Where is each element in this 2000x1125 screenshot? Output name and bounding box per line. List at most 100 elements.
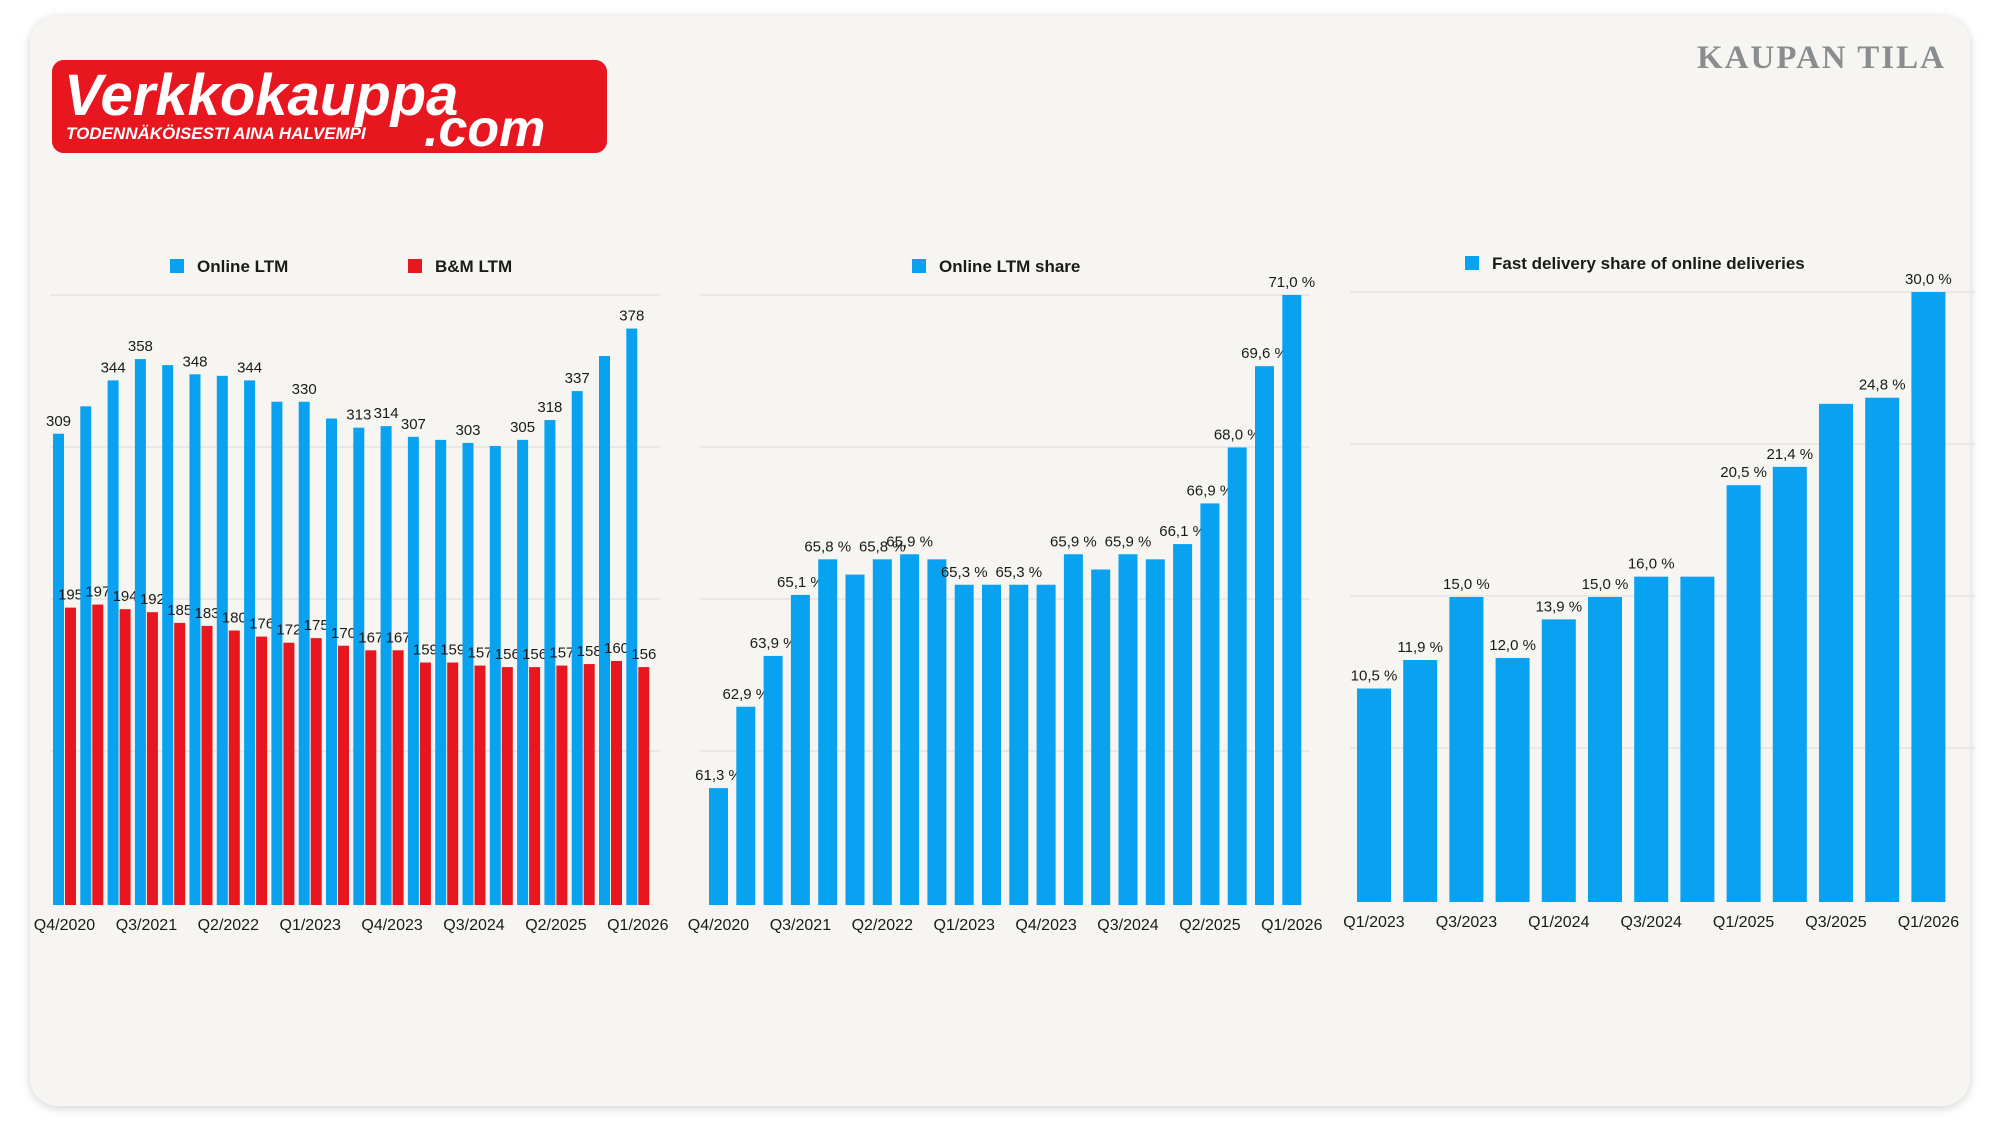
bar-b-m-ltm bbox=[419, 662, 431, 905]
bar-online-ltm-share bbox=[954, 584, 974, 905]
data-label: 194 bbox=[113, 588, 138, 605]
bar-fast-delivery-share-of-online-deliveries bbox=[1911, 292, 1946, 902]
data-label: 314 bbox=[374, 405, 399, 422]
x-tick-label: Q1/2026 bbox=[607, 917, 668, 934]
bar-fast-delivery-share-of-online-deliveries bbox=[1449, 597, 1484, 902]
logo-domain: .com bbox=[424, 100, 545, 153]
bar-online-ltm bbox=[462, 442, 474, 905]
data-label: 65,8 % bbox=[804, 538, 851, 555]
data-label: 65,9 % bbox=[1050, 533, 1097, 550]
logo-brand: Verkkokauppa bbox=[64, 63, 458, 128]
data-label: 192 bbox=[140, 591, 165, 608]
legend-label: Online LTM bbox=[197, 257, 288, 276]
bar-fast-delivery-share-of-online-deliveries bbox=[1772, 466, 1807, 902]
data-label: 307 bbox=[401, 416, 426, 433]
bar-online-ltm bbox=[544, 420, 556, 905]
bar-b-m-ltm bbox=[611, 661, 622, 905]
bar-b-m-ltm bbox=[119, 609, 131, 905]
bar-online-ltm bbox=[80, 406, 92, 905]
bar-online-ltm-share bbox=[736, 706, 756, 905]
bar-b-m-ltm bbox=[310, 638, 322, 905]
data-label: 15,0 % bbox=[1582, 576, 1629, 593]
bar-online-ltm-share bbox=[900, 554, 920, 905]
x-tick-label: Q3/2024 bbox=[1097, 917, 1158, 934]
legend-label: B&M LTM bbox=[435, 257, 512, 276]
bar-online-ltm bbox=[626, 328, 638, 905]
data-label: 305 bbox=[510, 419, 535, 436]
data-label: 62,9 % bbox=[722, 686, 769, 703]
bar-b-m-ltm bbox=[146, 612, 158, 905]
data-label: 348 bbox=[182, 353, 207, 370]
data-label: 313 bbox=[346, 407, 371, 424]
bar-b-m-ltm bbox=[65, 607, 76, 905]
x-tick-label: Q3/2021 bbox=[770, 917, 831, 934]
x-tick-label: Q1/2023 bbox=[934, 917, 995, 934]
bar-online-ltm-share bbox=[1118, 554, 1138, 905]
data-label: 65,1 % bbox=[777, 574, 824, 591]
bar-online-ltm bbox=[298, 401, 310, 905]
data-label: 20,5 % bbox=[1720, 464, 1767, 481]
x-tick-label: Q1/2026 bbox=[1898, 914, 1959, 931]
data-label: 158 bbox=[577, 643, 602, 660]
bar-online-ltm-share bbox=[872, 559, 892, 905]
data-label: 175 bbox=[304, 617, 329, 634]
x-tick-label: Q1/2025 bbox=[1713, 914, 1774, 931]
bar-online-ltm bbox=[216, 375, 228, 905]
data-label: 185 bbox=[167, 602, 192, 619]
data-label: 11,9 % bbox=[1397, 639, 1443, 656]
data-label: 63,9 % bbox=[750, 635, 797, 652]
bar-fast-delivery-share-of-online-deliveries bbox=[1357, 688, 1391, 902]
bar-online-ltm-share bbox=[1200, 503, 1220, 905]
x-tick-label: Q1/2023 bbox=[280, 917, 341, 934]
bar-fast-delivery-share-of-online-deliveries bbox=[1680, 576, 1715, 902]
data-label: 21,4 % bbox=[1766, 446, 1813, 463]
bar-online-ltm bbox=[380, 426, 392, 905]
bar-online-ltm-share bbox=[1063, 554, 1083, 905]
bar-online-ltm-share bbox=[1227, 447, 1247, 905]
bar-online-ltm bbox=[189, 374, 201, 905]
data-label: 157 bbox=[467, 645, 492, 662]
bar-online-ltm bbox=[407, 436, 419, 905]
bar-b-m-ltm bbox=[92, 604, 104, 905]
data-label: 15,0 % bbox=[1443, 576, 1490, 593]
bar-online-ltm bbox=[244, 380, 256, 905]
x-tick-label: Q3/2023 bbox=[1436, 914, 1497, 931]
bar-b-m-ltm bbox=[228, 630, 240, 905]
bar-online-ltm bbox=[517, 439, 529, 905]
bar-online-ltm-share bbox=[709, 788, 728, 905]
bar-b-m-ltm bbox=[392, 650, 404, 905]
data-label: 66,9 % bbox=[1187, 482, 1234, 499]
data-label: 303 bbox=[455, 422, 480, 439]
x-tick-label: Q2/2025 bbox=[525, 917, 586, 934]
bar-b-m-ltm bbox=[529, 667, 541, 905]
x-tick-label: Q1/2024 bbox=[1528, 914, 1589, 931]
data-label: 66,1 % bbox=[1159, 523, 1206, 540]
bar-online-ltm-share bbox=[1009, 584, 1029, 905]
x-tick-label: Q2/2022 bbox=[852, 917, 913, 934]
bar-online-ltm-share bbox=[790, 594, 810, 905]
data-label: 65,9 % bbox=[1105, 533, 1152, 550]
x-tick-label: Q3/2025 bbox=[1805, 914, 1866, 931]
x-tick-label: Q3/2021 bbox=[116, 917, 177, 934]
data-label: 167 bbox=[386, 629, 411, 646]
data-label: 157 bbox=[549, 645, 574, 662]
bar-online-ltm-share bbox=[982, 584, 1001, 905]
data-label: 337 bbox=[565, 370, 590, 387]
data-label: 159 bbox=[440, 642, 465, 659]
bar-b-m-ltm bbox=[447, 662, 459, 905]
bar-online-ltm bbox=[107, 380, 119, 905]
data-label: 156 bbox=[495, 646, 520, 663]
x-tick-label: Q2/2025 bbox=[1179, 917, 1240, 934]
bar-online-ltm-share bbox=[1091, 569, 1111, 905]
bar-fast-delivery-share-of-online-deliveries bbox=[1541, 619, 1576, 902]
bar-online-ltm-share bbox=[818, 559, 838, 905]
bar-online-ltm bbox=[571, 391, 583, 905]
bar-online-ltm-share bbox=[1036, 584, 1056, 905]
data-label: 65,9 % bbox=[886, 533, 933, 550]
data-label: 167 bbox=[358, 629, 383, 646]
data-label: 176 bbox=[249, 616, 274, 633]
bar-b-m-ltm bbox=[583, 664, 595, 905]
page-title: KAUPAN TILA bbox=[1696, 40, 1946, 76]
data-label: 195 bbox=[58, 587, 83, 604]
data-label: 183 bbox=[194, 605, 219, 622]
